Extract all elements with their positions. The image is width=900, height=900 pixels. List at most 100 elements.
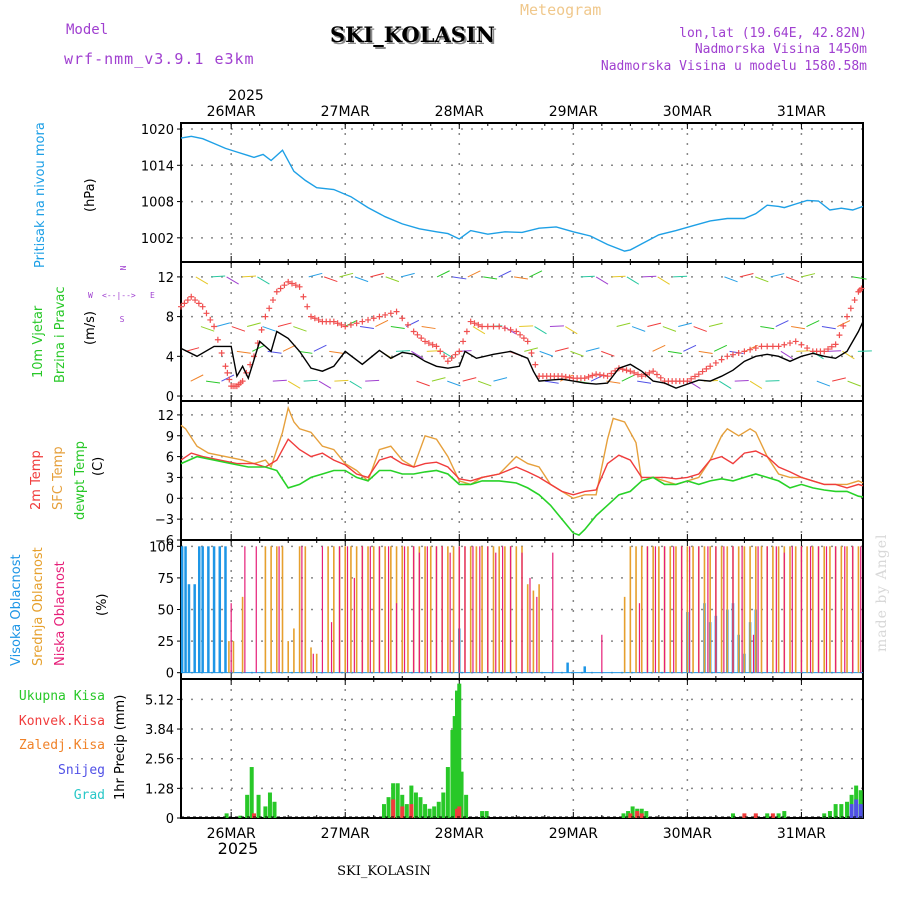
mid-cloud-bar <box>390 546 392 673</box>
wind-gust-marker <box>724 353 731 360</box>
wind-gust-marker <box>657 374 664 381</box>
wind-gust-marker <box>703 365 710 372</box>
mid-cloud-bar <box>720 546 723 673</box>
wind-direction-arrow <box>493 377 508 382</box>
wind-gust-marker <box>653 371 660 378</box>
mid-cloud-bar <box>498 546 500 673</box>
wind-gust-marker <box>695 371 702 378</box>
y-tick-label: 1.28 <box>145 782 174 797</box>
wind-direction-arrow <box>724 276 738 283</box>
low-cloud-bar <box>509 546 512 673</box>
low-cloud-bar <box>244 546 246 673</box>
wind-gust-marker <box>304 303 311 310</box>
high-cloud-bar <box>224 546 227 673</box>
mid-cloud-bar <box>264 546 267 673</box>
low-cloud-bar <box>230 603 232 673</box>
low-cloud-bar <box>321 546 324 673</box>
total-precip-bar <box>833 804 838 818</box>
wind-direction-arrow <box>339 272 354 278</box>
wind-gust-marker <box>399 315 406 322</box>
wind-unit-label: (m/s) <box>83 311 98 345</box>
wind-direction-arrow <box>770 273 785 278</box>
top-date-label: 28MAR <box>435 104 484 120</box>
low-cloud-bar <box>552 552 554 673</box>
mid-cloud-bar <box>327 546 329 673</box>
wind-gust-marker <box>532 361 539 368</box>
snow-bar <box>854 799 859 818</box>
wind-direction-arrow <box>211 275 226 278</box>
wind-gust-marker <box>490 323 497 330</box>
low-cloud-bar <box>681 546 683 673</box>
wind-direction-arrow <box>678 322 692 328</box>
wind-direction-arrow <box>498 270 512 278</box>
total-precip-bar <box>263 806 268 818</box>
low-cloud-bar <box>732 546 734 673</box>
low-cloud-bar <box>757 546 759 673</box>
wind-gust-marker <box>330 318 337 325</box>
wind-direction-arrow <box>313 344 327 352</box>
wind-gust-marker <box>787 340 794 347</box>
high-cloud-side-label: Visoka Oblacnost <box>9 554 24 666</box>
wind-gust-marker <box>631 369 638 376</box>
direction-south-label: S <box>120 315 125 324</box>
mid-cloud-bar <box>823 546 826 673</box>
total-precip-bar <box>452 716 457 818</box>
wind-direction-arrow <box>282 344 296 352</box>
wind-direction-arrow <box>252 344 266 352</box>
mid-cloud-bar <box>760 546 763 673</box>
mid-cloud-bar <box>304 546 307 673</box>
y-tick-label: 0 <box>166 492 174 507</box>
wind-direction-arrow <box>683 344 697 352</box>
lonlat-label: lon,lat (19.64E, 42.82N) <box>679 26 867 41</box>
wind-direction-arrow <box>775 320 789 327</box>
low-cloud-bar <box>338 546 341 673</box>
low-cloud-bar <box>817 546 820 673</box>
bottom-year-label: 2025 <box>218 839 259 858</box>
wind-direction-arrow <box>334 379 349 382</box>
low-cloud-bar <box>766 546 768 673</box>
wind-direction-arrow <box>549 325 564 328</box>
mid-cloud-bar <box>275 546 278 673</box>
bottom-date-label: 26MAR <box>207 826 256 842</box>
wind-direction-arrow <box>247 322 261 328</box>
mid-cloud-bar <box>675 546 677 673</box>
wind-direction-arrow <box>806 320 820 327</box>
wind-gust-marker <box>596 371 603 378</box>
wind-gust-marker <box>741 348 748 355</box>
legend-conv-precip: Konvek.Kisa <box>19 714 105 729</box>
total-precip-bar <box>413 792 418 818</box>
wind-direction-arrow <box>390 326 405 330</box>
mid-cloud-bar <box>447 546 449 673</box>
wind-direction-arrow <box>195 276 209 285</box>
wind-gust-marker <box>258 326 265 333</box>
wind-direction-arrow <box>483 276 498 280</box>
total-precip-bar <box>822 813 827 818</box>
low-cloud-bar <box>418 552 420 673</box>
total-precip-bar <box>827 811 832 818</box>
y-tick-label: 1002 <box>141 232 174 247</box>
temp-unit-label: (C) <box>91 457 106 476</box>
wind-direction-arrow <box>642 275 657 278</box>
wind-gust-marker <box>184 297 191 304</box>
legend-frz-precip: Zaledj.Kisa <box>19 738 105 753</box>
wind-gust-marker <box>562 373 569 380</box>
low-cloud-bar <box>502 546 504 673</box>
mid-cloud-bar <box>749 546 751 673</box>
low-cloud-bar <box>521 552 523 673</box>
chart-title: SKI_KOLASIN <box>330 22 495 47</box>
wind-gust-marker <box>359 318 366 325</box>
wind-direction-arrow <box>662 326 677 332</box>
wind-direction-arrow <box>647 322 662 328</box>
wind-direction-arrow <box>637 380 652 384</box>
total-precip-bar <box>395 783 400 818</box>
wind-gust-marker <box>387 310 394 317</box>
snow-bar <box>858 804 863 818</box>
wind-direction-arrow <box>565 326 578 335</box>
total-precip-bar <box>267 792 272 818</box>
y-tick-label: 1020 <box>141 123 174 138</box>
wind-gust-marker <box>781 341 788 348</box>
wind-direction-arrow <box>734 380 749 382</box>
high-cloud-bar <box>207 546 210 673</box>
wind-gust-marker <box>589 372 596 379</box>
mid-cloud-bar <box>532 590 535 673</box>
